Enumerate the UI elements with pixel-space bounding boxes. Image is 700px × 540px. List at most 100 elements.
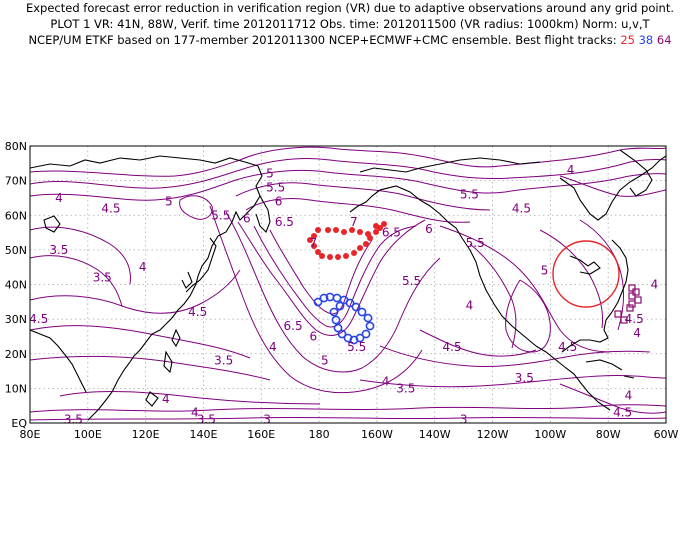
contour-value-label: 3.5 xyxy=(64,413,83,427)
longitude-label: 140W xyxy=(419,428,451,441)
contour-value-label: 4.5 xyxy=(625,312,644,326)
contour-value-label: 5 xyxy=(321,354,329,368)
track-64-marker xyxy=(628,300,636,308)
latitude-label: 10N xyxy=(5,382,27,395)
track-25-marker xyxy=(311,233,317,239)
longitude-label: 80W xyxy=(596,428,621,441)
title-line-3: NCEP/UM ETKF based on 177-member 2012011… xyxy=(0,32,700,48)
longitude-label: 60W xyxy=(654,428,679,441)
longitude-label: 120E xyxy=(132,428,160,441)
contour-value-label: 3.5 xyxy=(396,381,415,395)
track-38-marker xyxy=(361,329,371,339)
track-25-marker xyxy=(357,229,363,235)
track-38-marker xyxy=(332,293,342,303)
flight-track-38 xyxy=(313,292,375,345)
contour-lines xyxy=(30,146,666,421)
track-25-marker xyxy=(343,253,349,259)
longitude-label: 180 xyxy=(309,428,330,441)
contour-value-label: 4 xyxy=(269,340,277,354)
track-38-marker xyxy=(319,293,329,303)
map-frame xyxy=(29,145,667,424)
track-64-marker xyxy=(628,292,636,300)
track-25-marker xyxy=(363,241,369,247)
track-25-marker xyxy=(341,229,347,235)
contour-value-label: 7 xyxy=(309,236,317,250)
contour-value-label: 4 xyxy=(567,163,575,177)
track-25-marker xyxy=(365,231,371,237)
track-25-marker xyxy=(357,245,363,251)
contour-value-label: 3 xyxy=(460,413,468,427)
track-64-marker xyxy=(632,288,640,296)
track-25-marker xyxy=(307,237,313,243)
latitude-label: 80N xyxy=(5,140,27,153)
track-38-marker xyxy=(345,298,355,308)
contour-value-label: 4 xyxy=(191,406,199,420)
longitude-label: 80E xyxy=(20,428,41,441)
latitude-label: 70N xyxy=(5,175,27,188)
track-38-marker xyxy=(343,333,353,343)
contour-value-label: 5 xyxy=(541,264,549,278)
contour-value-label: 4.5 xyxy=(101,201,120,215)
title-block: Expected forecast error reduction in ver… xyxy=(0,0,700,48)
latitude-labels: 80N 70N 60N 50N 40N 30N 20N 10N EQ xyxy=(5,140,28,430)
contour-value-label: 3.5 xyxy=(214,354,233,368)
longitude-label: 100E xyxy=(74,428,102,441)
track-25-marker xyxy=(381,221,387,227)
contour-value-label: 4.5 xyxy=(443,340,462,354)
track-25-marker xyxy=(335,254,341,260)
latitude-label: 40N xyxy=(5,279,27,292)
contour-value-label: 4 xyxy=(625,388,633,402)
track-38-marker xyxy=(335,301,345,311)
flight-track-64 xyxy=(614,284,642,324)
track-38-marker xyxy=(357,307,367,317)
contour-value-label: 4.5 xyxy=(558,340,577,354)
contour-value-label: 5.5 xyxy=(460,187,479,201)
contour-value-label: 6 xyxy=(243,212,251,226)
track-25-marker xyxy=(349,227,355,233)
contour-value-label: 4 xyxy=(55,191,63,205)
track-38-marker xyxy=(337,329,347,339)
contour-value-label: 3.5 xyxy=(93,271,112,285)
flight-track-25 xyxy=(307,221,387,260)
contour-value-label: 4.5 xyxy=(29,312,48,326)
contour-value-label: 4 xyxy=(139,260,147,274)
contour-value-label: 3.5 xyxy=(515,371,534,385)
contour-value-label: 4 xyxy=(162,392,170,406)
longitude-label: 160E xyxy=(247,428,275,441)
title-line-3-text: NCEP/UM ETKF based on 177-member 2012011… xyxy=(28,33,617,47)
contour-value-label: 7 xyxy=(350,215,358,229)
track-38-marker xyxy=(331,315,341,325)
contour-value-label: 4 xyxy=(466,298,474,312)
longitude-label: 160W xyxy=(361,428,393,441)
contour-value-label: 4 xyxy=(382,374,390,388)
longitude-labels: 80E 100E 120E 140E 160E 180 160W 140W 120W 100W 80… xyxy=(20,428,679,441)
track-25-marker xyxy=(315,249,321,255)
track-25-marker xyxy=(373,229,379,235)
contour-value-label: 6.5 xyxy=(382,226,401,240)
contour-value-label: 5 xyxy=(165,194,173,208)
title-line-1: Expected forecast error reduction in ver… xyxy=(25,1,675,15)
track-64-label: 64 xyxy=(656,33,672,47)
contour-value-label: 6.5 xyxy=(284,319,303,333)
contour-value-label: 5.5 xyxy=(266,181,285,195)
track-25-marker xyxy=(327,254,333,260)
contour-value-label: 5.5 xyxy=(466,236,485,250)
contour-value-label: 6.5 xyxy=(275,215,294,229)
track-25-marker xyxy=(319,253,325,259)
contour-value-label: 4.5 xyxy=(613,406,632,420)
contour-value-label: 5 xyxy=(266,167,274,181)
contour-value-label: 6 xyxy=(275,194,283,208)
contour-value-label: 4.5 xyxy=(188,305,207,319)
latitude-label: 30N xyxy=(5,313,27,326)
track-25-label: 25 xyxy=(620,33,635,47)
track-64-marker xyxy=(634,296,642,304)
contour-value-label: 6 xyxy=(309,329,317,343)
contour-value-label: 3 xyxy=(263,413,271,427)
verification-region-circle xyxy=(552,240,620,308)
track-64-marker xyxy=(628,284,636,292)
contour-value-label: 3.5 xyxy=(49,243,68,257)
contour-value-label: 4 xyxy=(633,326,641,340)
track-38-marker xyxy=(363,313,373,323)
